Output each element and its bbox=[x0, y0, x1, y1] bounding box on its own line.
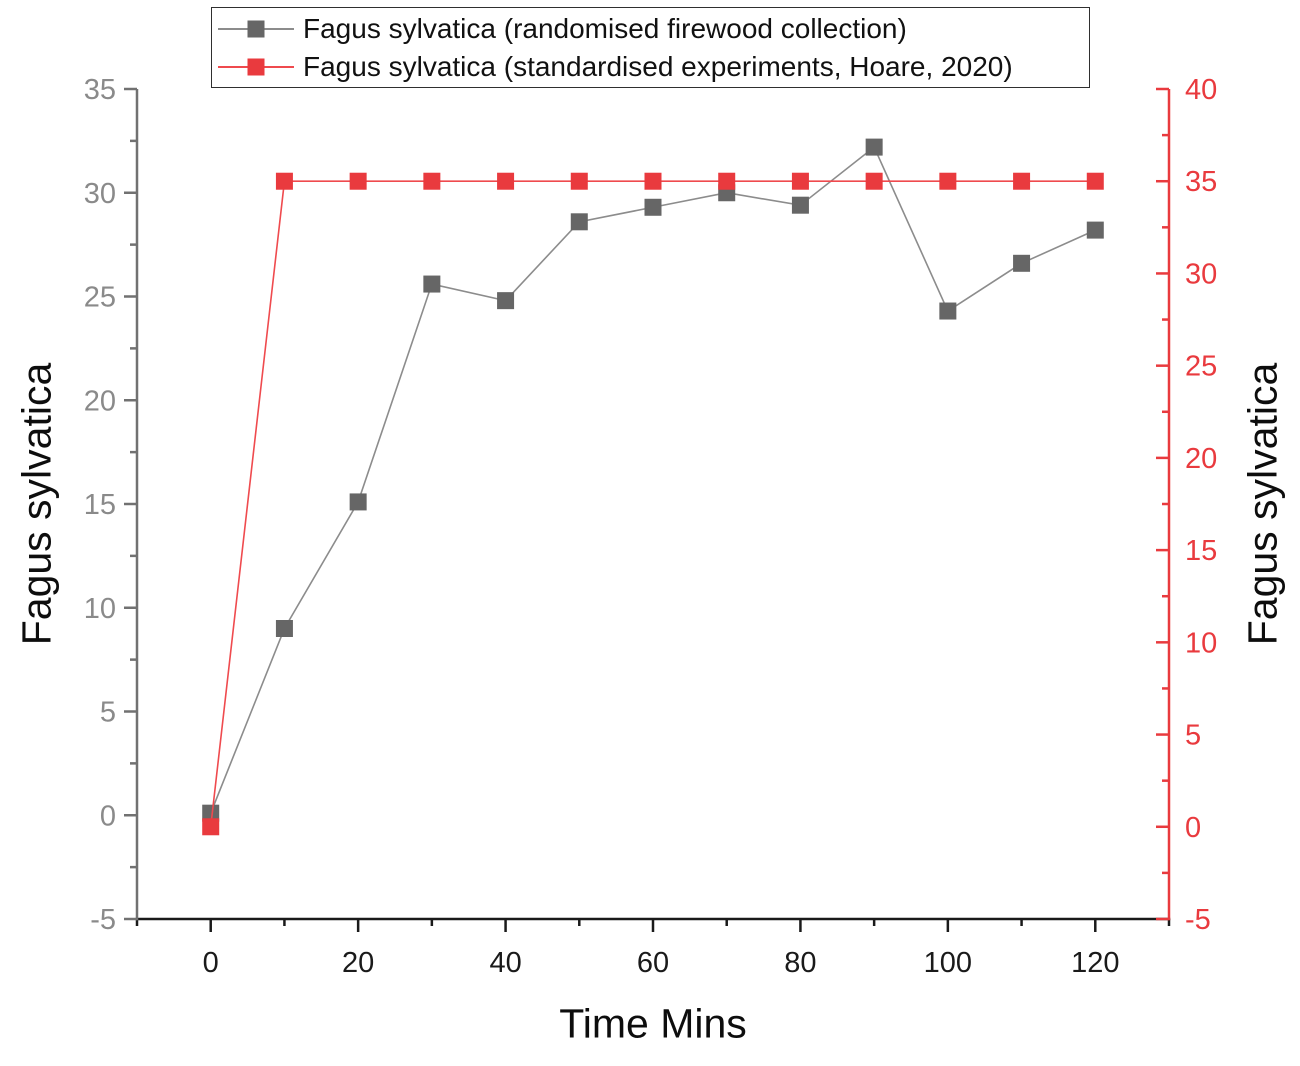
legend-label: Fagus sylvatica (standardised experiment… bbox=[303, 50, 1013, 82]
data-point-marker bbox=[423, 275, 441, 293]
y-left-tick-label: 15 bbox=[84, 489, 116, 521]
data-point-marker bbox=[644, 172, 662, 190]
data-point-marker bbox=[939, 172, 957, 190]
data-point-marker bbox=[865, 138, 883, 156]
y-left-tick-label: 35 bbox=[84, 74, 116, 106]
data-point-marker bbox=[1086, 172, 1104, 190]
series-line bbox=[209, 145, 1096, 814]
data-point-marker bbox=[497, 172, 515, 190]
x-tick-label: 0 bbox=[203, 947, 219, 979]
y-left-tick-label: 25 bbox=[84, 282, 116, 314]
y-axis-left-title: Fagus sylvatica bbox=[13, 362, 60, 646]
data-point-marker bbox=[939, 302, 957, 320]
data-point-marker bbox=[791, 196, 809, 214]
x-axis: 0 20 40 60 80 100 120 bbox=[135, 917, 1171, 979]
y-left-tick-label: 30 bbox=[84, 178, 116, 210]
x-tick-label: 40 bbox=[489, 947, 521, 979]
y-left-tick-label: 20 bbox=[84, 385, 116, 417]
data-point-marker bbox=[718, 172, 736, 190]
y-right-tick-label: 10 bbox=[1185, 627, 1217, 659]
data-point-marker bbox=[644, 198, 662, 216]
data-point-marker bbox=[1086, 221, 1104, 239]
y-right-tick-label: 40 bbox=[1185, 74, 1217, 106]
x-tick-label: 80 bbox=[784, 947, 816, 979]
y-axis-left: -5 0 5 10 15 20 25 30 35 bbox=[84, 74, 139, 936]
x-tick-label: 20 bbox=[342, 947, 374, 979]
data-point-marker bbox=[865, 172, 883, 190]
legend-marker-gray-square-icon bbox=[218, 18, 294, 40]
series-line bbox=[209, 180, 1096, 827]
y-right-tick-label: 30 bbox=[1185, 258, 1217, 290]
data-point-marker bbox=[349, 172, 367, 190]
series-1 bbox=[202, 172, 1104, 836]
y-right-tick-label: 20 bbox=[1185, 443, 1217, 475]
y-axis-right-title: Fagus sylvatica bbox=[1239, 362, 1286, 646]
data-point-marker bbox=[497, 292, 515, 310]
legend-item-randomised: Fagus sylvatica (randomised firewood col… bbox=[218, 11, 1089, 47]
legend-marker-red-square-icon bbox=[218, 56, 294, 78]
data-point-marker bbox=[570, 213, 588, 231]
series-0 bbox=[202, 138, 1104, 822]
data-point-marker bbox=[275, 620, 293, 637]
data-point-marker bbox=[1013, 254, 1031, 272]
legend-label: Fagus sylvatica (randomised firewood col… bbox=[303, 12, 907, 44]
x-axis-title: Time Mins bbox=[559, 1000, 747, 1047]
y-right-tick-label: 0 bbox=[1185, 812, 1201, 844]
y-left-tick-label: -5 bbox=[90, 904, 116, 936]
y-right-tick-label: 35 bbox=[1185, 166, 1217, 198]
data-point-marker bbox=[275, 172, 293, 190]
y-right-tick-label: -5 bbox=[1185, 904, 1211, 936]
data-point-marker bbox=[202, 804, 220, 822]
y-left-tick-label: 0 bbox=[100, 800, 116, 832]
data-point-marker bbox=[202, 818, 220, 836]
data-point-marker bbox=[1013, 172, 1031, 190]
y-left-tick-label: 10 bbox=[84, 593, 116, 625]
y-right-tick-label: 15 bbox=[1185, 535, 1217, 567]
y-left-tick-label: 5 bbox=[100, 697, 116, 729]
y-right-tick-label: 5 bbox=[1185, 720, 1201, 752]
x-tick-label: 120 bbox=[1071, 947, 1119, 979]
y-axis-right: -5 0 5 10 15 20 25 30 35 40 bbox=[1156, 74, 1217, 936]
data-point-marker bbox=[570, 172, 588, 190]
x-tick-label: 100 bbox=[924, 947, 972, 979]
legend: Fagus sylvatica (randomised firewood col… bbox=[211, 7, 1090, 88]
data-point-marker bbox=[791, 172, 809, 190]
legend-item-standardised: Fagus sylvatica (standardised experiment… bbox=[218, 49, 1089, 85]
y-right-tick-label: 25 bbox=[1185, 351, 1217, 383]
data-point-marker bbox=[423, 172, 441, 190]
data-point-marker bbox=[349, 493, 367, 511]
x-tick-label: 60 bbox=[637, 947, 669, 979]
